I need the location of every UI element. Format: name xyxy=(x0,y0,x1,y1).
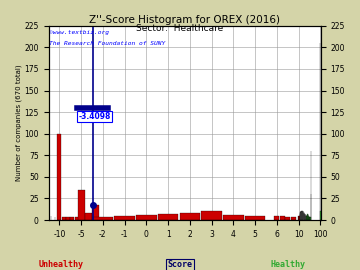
Text: Healthy: Healthy xyxy=(270,260,306,269)
Bar xyxy=(274,216,279,220)
Bar xyxy=(78,190,85,220)
Text: The Research Foundation of SUNY: The Research Foundation of SUNY xyxy=(49,41,165,46)
Y-axis label: Number of companies (670 total): Number of companies (670 total) xyxy=(15,65,22,181)
Text: -3.4098: -3.4098 xyxy=(78,112,111,121)
Text: Sector:  Healthcare: Sector: Healthcare xyxy=(136,24,224,33)
Bar xyxy=(66,218,70,220)
Bar xyxy=(201,211,222,220)
Bar xyxy=(93,217,113,220)
Title: Z''-Score Histogram for OREX (2016): Z''-Score Histogram for OREX (2016) xyxy=(89,15,280,25)
Bar xyxy=(62,217,66,220)
Bar xyxy=(158,214,179,220)
Bar xyxy=(223,215,244,220)
Bar xyxy=(180,213,200,220)
Bar xyxy=(280,216,285,220)
Bar xyxy=(92,205,99,220)
Bar xyxy=(136,215,157,220)
Bar xyxy=(114,216,135,220)
Bar xyxy=(245,216,265,220)
Bar xyxy=(285,217,290,220)
Bar xyxy=(57,134,62,220)
Text: Score: Score xyxy=(167,260,193,269)
Text: ©www.textbiz.org: ©www.textbiz.org xyxy=(49,31,109,35)
Text: Unhealthy: Unhealthy xyxy=(39,260,84,269)
Bar xyxy=(75,217,79,220)
Bar xyxy=(70,218,75,220)
Bar xyxy=(291,217,296,220)
Bar xyxy=(85,213,92,220)
